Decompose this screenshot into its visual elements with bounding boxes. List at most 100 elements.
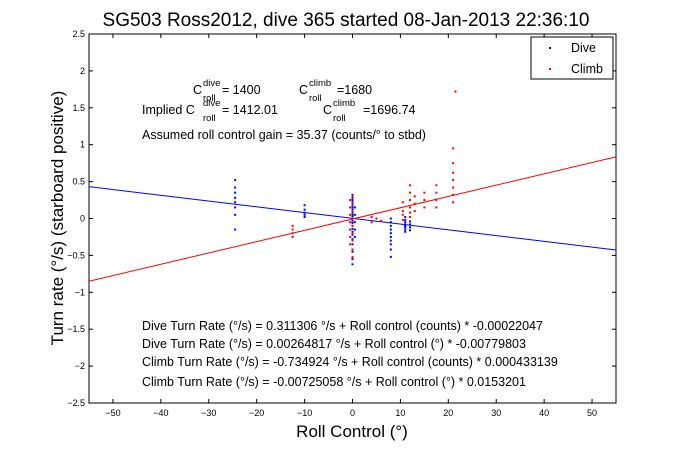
fit-climb-degrees: Climb Turn Rate (°/s) = -0.00725058 °/s … [142,375,526,389]
point-dive [351,230,354,233]
point-climb [452,186,455,189]
point-dive [234,206,237,209]
point-dive [351,199,354,202]
point-dive [404,221,407,224]
y-tick-label: −2.5 [67,398,85,408]
point-dive [234,196,237,199]
implied-prefix: Implied C [142,103,195,117]
point-dive [389,255,392,258]
x-tick-label: 0 [350,408,355,418]
point-dive [303,211,306,214]
point-climb [435,199,438,202]
point-climb [370,216,373,219]
implied-dive-value: = 1412.01 [222,103,278,117]
point-dive [353,213,356,216]
point-climb [349,199,352,202]
point-climb [351,217,354,220]
point-dive [234,213,237,216]
point-dive [234,228,237,231]
point-dive [353,206,356,209]
point-climb [413,195,416,198]
point-climb [401,201,404,204]
point-dive [234,179,237,182]
point-dive [303,208,306,211]
x-tick-label: 50 [587,408,597,418]
point-climb [413,210,416,213]
c-dive-sup: dive [203,78,220,89]
y-tick-label: −0.5 [67,250,85,260]
point-dive [389,243,392,246]
point-climb [401,210,404,213]
y-tick-label: 2 [80,66,85,76]
c-climb-main: C [299,83,308,97]
point-dive [408,229,411,232]
x-tick-label: −50 [105,408,120,418]
point-climb [408,206,411,209]
point-climb [291,228,294,231]
point-climb [351,255,354,258]
x-tick-label: −10 [297,408,312,418]
point-dive [389,217,392,220]
fit-climb-counts: Climb Turn Rate (°/s) = -0.734924 °/s + … [142,355,558,369]
point-climb [452,162,455,165]
point-climb [349,243,352,246]
y-tick-label: 1 [80,140,85,150]
point-dive [351,263,354,266]
point-dive [351,208,354,211]
point-dive [389,235,392,238]
implied-dive-sub: roll [203,113,216,124]
point-climb [291,235,294,238]
point-dive [351,204,354,207]
point-climb [452,201,455,204]
assumed-gain-annotation: Assumed roll control gain = 35.37 (count… [142,128,426,142]
point-dive [351,227,354,230]
chart-title: SG503 Ross2012, dive 365 started 08-Jan-… [103,10,590,31]
point-dive [351,211,354,214]
implied-climb-sup: climb [333,98,355,109]
point-climb [351,248,354,251]
point-dive [351,196,354,199]
point-dive [351,193,354,196]
point-climb [413,202,416,205]
point-dive [404,216,407,219]
implied-dive-sup: dive [203,98,220,109]
point-dive [303,216,306,219]
c-climb-sub: roll [309,93,322,104]
point-dive [353,221,356,224]
point-climb [423,191,426,194]
legend-dive-marker [549,47,551,49]
x-tick-label: 20 [443,408,453,418]
x-tick-label: −20 [249,408,264,418]
point-climb [351,224,354,227]
y-tick-label: −2 [75,361,85,371]
point-dive [404,226,407,229]
point-climb [435,184,438,187]
point-climb [408,199,411,202]
point-climb [349,206,352,209]
axis-ticks [89,33,616,404]
point-climb [351,210,354,213]
point-dive [303,204,306,207]
point-climb [380,219,383,222]
implied-c-roll-annotation: Implied C dive roll = 1412.01 C climb ro… [142,98,416,124]
implied-climb-main: C [323,103,332,117]
point-climb [370,221,373,224]
x-tick-label: 40 [539,408,549,418]
data-points [234,90,457,266]
x-axis-label: Roll Control (°) [296,422,408,441]
y-tick-label: 0.5 [72,177,85,187]
point-dive [389,239,392,242]
y-tick-label: 0 [80,214,85,224]
point-dive [353,228,356,231]
x-tick-label: −40 [153,408,168,418]
point-dive [351,219,354,222]
legend-box [530,36,614,80]
point-dive [351,250,354,253]
point-dive [351,201,354,204]
point-climb [408,211,411,214]
point-climb [401,218,404,221]
point-dive [351,233,354,236]
point-dive [351,258,354,261]
c-roll-dive-annotation: C dive roll = 1400 [193,78,261,104]
